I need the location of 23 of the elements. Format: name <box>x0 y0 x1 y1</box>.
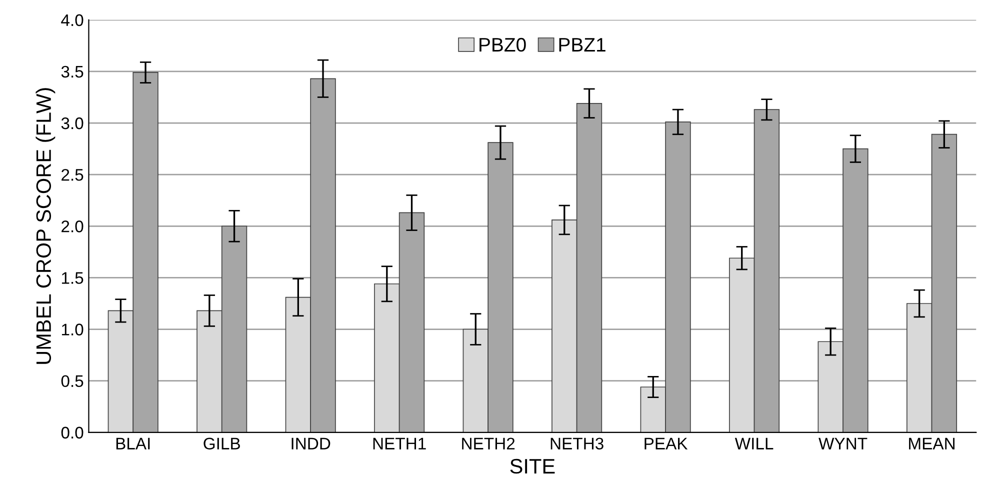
x-tick-label: NETH2 <box>462 438 515 450</box>
legend-label: PBZ0 <box>480 38 526 52</box>
x-tick-label: MEAN <box>909 438 954 450</box>
x-tick-label: GILB <box>204 438 240 450</box>
y-tick-label: 1.0 <box>62 324 84 336</box>
y-tick-label: 2.5 <box>62 168 84 181</box>
y-tick-label: 1.5 <box>62 272 84 284</box>
x-tick-label: NETH3 <box>550 438 604 450</box>
x-tick-label: NETH1 <box>373 438 426 450</box>
x-tick-label: INDD <box>292 438 330 450</box>
y-tick-label: 3.0 <box>61 117 84 130</box>
y-tick-label: 0.0 <box>61 426 84 439</box>
x-tick-label: BLAI <box>116 438 150 450</box>
x-tick-label: PEAK <box>644 438 688 450</box>
y-tick-label: 3.5 <box>61 66 84 78</box>
x-tick-label: WILL <box>734 438 774 450</box>
y-tick-label: 2.0 <box>62 220 84 232</box>
y-tick-label: 4.0 <box>61 14 84 26</box>
x-tick-label: WYNT <box>818 438 868 450</box>
legend-label: PBZ1 <box>559 38 606 52</box>
y-tick-label: 0.5 <box>61 375 84 388</box>
x-axis-title: SITE <box>510 458 555 474</box>
y-axis-title: UMBEL CROP SCORE (FLW) <box>36 88 56 364</box>
